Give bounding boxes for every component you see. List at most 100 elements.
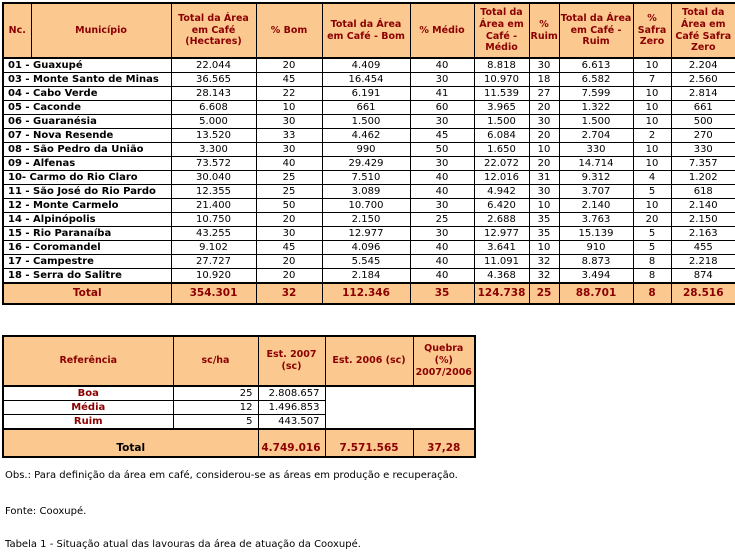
- value-cell: 3.494: [558, 268, 634, 284]
- value-cell: 15.139: [558, 226, 634, 241]
- value-cell: 40: [409, 254, 475, 269]
- total-value-cell: 28.516: [670, 282, 735, 305]
- table1-header-row: Nc. Município Total da Área em Café (Hec…: [2, 2, 735, 59]
- value-cell: 30: [528, 114, 560, 129]
- table1-row: 15 - Rio Paranaíba 43.255 30 12.977 30 12.977…: [2, 226, 735, 241]
- value-cell: 1.650: [473, 142, 530, 157]
- table2-estimativa-safra: Referência sc/ha Est. 2007 (sc) Est. 200…: [2, 335, 476, 458]
- value-cell: 40: [255, 156, 323, 171]
- municipio-cell: 17 - Campestre: [2, 254, 172, 269]
- value-cell: 661: [670, 100, 735, 115]
- value-cell: 20: [528, 128, 560, 143]
- value-cell: 7.510: [321, 170, 411, 185]
- value-cell: 910: [558, 240, 634, 255]
- value-cell: 30: [255, 226, 323, 241]
- municipio-cell: 05 - Caconde: [2, 100, 172, 115]
- table2-row: Média 12 1.496.853: [2, 400, 475, 415]
- total-label: Total: [2, 428, 259, 458]
- value-cell: 661: [321, 100, 411, 115]
- value-cell: 9.312: [558, 170, 634, 185]
- value-cell: 2.688: [473, 212, 530, 227]
- table2-header: Referência sc/ha Est. 2007 (sc) Est. 200…: [2, 335, 476, 387]
- value-cell: 2.150: [321, 212, 411, 227]
- value-cell: 2.184: [321, 268, 411, 284]
- value-cell: 22.072: [473, 156, 530, 171]
- total-value-cell: 124.738: [473, 282, 530, 305]
- value-cell: 6.608: [170, 100, 257, 115]
- value-cell: 4.462: [321, 128, 411, 143]
- value-cell: 20: [528, 156, 560, 171]
- est-2007-cell: 2.808.657: [257, 385, 326, 401]
- value-cell: 3.641: [473, 240, 530, 255]
- total-value-cell: 88.701: [558, 282, 634, 305]
- total-value-cell: 8: [632, 282, 672, 305]
- value-cell: 36.565: [170, 72, 257, 87]
- municipio-cell: 18 - Serra do Salitre: [2, 268, 172, 284]
- value-cell: 32: [528, 268, 560, 284]
- value-cell: 10: [632, 86, 672, 101]
- value-cell: 12.977: [321, 226, 411, 241]
- quebra-total: 37,28: [412, 428, 476, 458]
- table1-row: 06 - Guaranésia 5.000 30 1.500 30 1.500 30 1.50…: [2, 114, 735, 129]
- table1-total-row: Total 354.301 32 112.346 35 124.738 25 88.701 8 2…: [2, 282, 735, 305]
- value-cell: 10: [632, 100, 672, 115]
- value-cell: 10: [632, 156, 672, 171]
- table1-municipios: Nc. Município Total da Área em Café (Hec…: [2, 2, 735, 305]
- value-cell: 2.140: [670, 198, 735, 213]
- table1-row: 09 - Alfenas 73.572 40 29.429 30 22.072 20 14.7…: [2, 156, 735, 171]
- table1-body: 01 - Guaxupé 22.044 20 4.409 40 8.818 30 6.613 1…: [2, 57, 735, 305]
- quebra-header: Quebra (%) 2007/2006: [412, 335, 476, 387]
- value-cell: 16.454: [321, 72, 411, 87]
- value-cell: 5: [632, 184, 672, 199]
- value-cell: 30: [409, 156, 475, 171]
- value-cell: 990: [321, 142, 411, 157]
- value-cell: 30: [255, 142, 323, 157]
- value-cell: 11.539: [473, 86, 530, 101]
- pct-ruim-header: % Ruim: [528, 2, 560, 59]
- value-cell: 25: [409, 212, 475, 227]
- value-cell: 1.500: [558, 114, 634, 129]
- est-2007-header: Est. 2007 (sc): [257, 335, 326, 387]
- table1-row: 08 - São Pedro da União 3.300 30 990 50 1.650…: [2, 142, 735, 157]
- referencia-cell: Ruim: [2, 414, 174, 430]
- value-cell: 2.560: [670, 72, 735, 87]
- table1-row: 17 - Campestre 27.727 20 5.545 40 11.091 32 8.8…: [2, 254, 735, 269]
- table2-header-row: Referência sc/ha Est. 2007 (sc) Est. 200…: [2, 335, 476, 387]
- value-cell: 8.873: [558, 254, 634, 269]
- value-cell: 43.255: [170, 226, 257, 241]
- value-cell: 30: [409, 198, 475, 213]
- value-cell: 21.400: [170, 198, 257, 213]
- municipio-header: Município: [30, 2, 172, 59]
- value-cell: 30: [409, 226, 475, 241]
- value-cell: 20: [528, 100, 560, 115]
- municipio-cell: 08 - São Pedro da União: [2, 142, 172, 157]
- value-cell: 5: [632, 226, 672, 241]
- value-cell: 1.202: [670, 170, 735, 185]
- table1-row: 14 - Alpinópolis 10.750 20 2.150 25 2.688 35 3.…: [2, 212, 735, 227]
- value-cell: 22.044: [170, 57, 257, 73]
- value-cell: 20: [632, 212, 672, 227]
- value-cell: 4.096: [321, 240, 411, 255]
- value-cell: 30: [528, 57, 560, 73]
- referencia-cell: Boa: [2, 385, 174, 401]
- value-cell: 3.300: [170, 142, 257, 157]
- value-cell: 2.163: [670, 226, 735, 241]
- municipio-cell: 12 - Monte Carmelo: [2, 198, 172, 213]
- value-cell: 12.977: [473, 226, 530, 241]
- value-cell: 30: [409, 114, 475, 129]
- value-cell: 3.763: [558, 212, 634, 227]
- value-cell: 12.355: [170, 184, 257, 199]
- value-cell: 10: [632, 114, 672, 129]
- obs-note: Obs.: Para definição da área em café, co…: [5, 470, 458, 481]
- sc-ha-header: sc/ha: [172, 335, 259, 387]
- value-cell: 10: [528, 198, 560, 213]
- value-cell: 30: [255, 114, 323, 129]
- value-cell: 20: [255, 254, 323, 269]
- table1-row: 01 - Guaxupé 22.044 20 4.409 40 8.818 30 6.613 1…: [2, 57, 735, 73]
- est-2007-total: 4.749.016: [257, 428, 326, 458]
- area-bom-header: Total da Área em Café - Bom: [321, 2, 411, 59]
- table1-header: Nc. Município Total da Área em Café (Hec…: [2, 2, 735, 59]
- value-cell: 10: [528, 142, 560, 157]
- municipio-cell: 07 - Nova Resende: [2, 128, 172, 143]
